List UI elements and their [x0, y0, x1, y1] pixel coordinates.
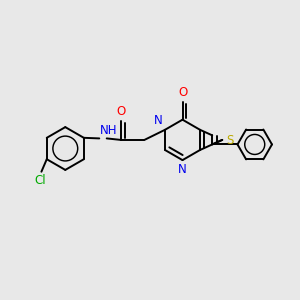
Text: Cl: Cl [34, 174, 46, 187]
Text: O: O [116, 105, 125, 118]
Text: N: N [154, 114, 163, 128]
Text: O: O [178, 86, 187, 100]
Text: S: S [226, 134, 233, 147]
Text: NH: NH [100, 124, 118, 137]
Text: N: N [178, 163, 187, 176]
